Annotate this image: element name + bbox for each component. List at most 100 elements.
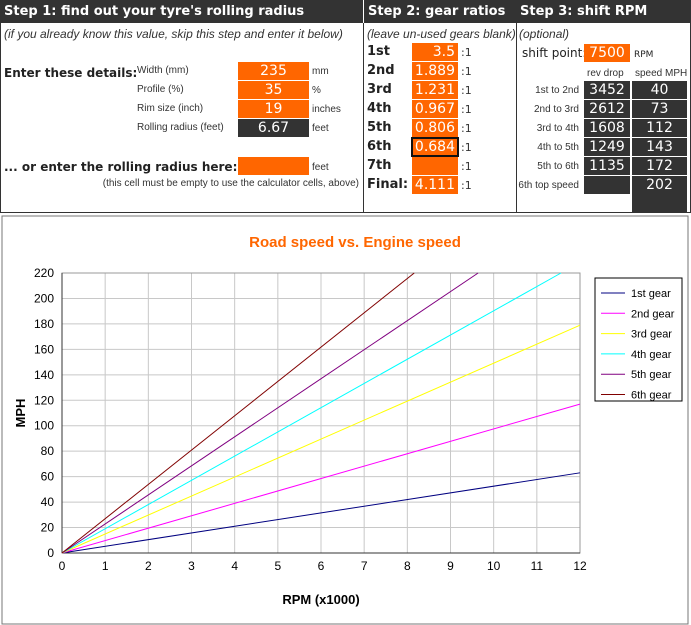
x-tick-label: 0 [59, 559, 66, 573]
series-line-2 [61, 403, 581, 554]
legend [594, 277, 683, 402]
col-speed: speed MPH [635, 68, 688, 79]
shift-row-label: 6th top speed [518, 180, 579, 191]
ratio-suffix: :1 [461, 65, 472, 78]
rev-drop-value: 1135 [584, 157, 630, 175]
y-tick-label: 180 [34, 317, 54, 331]
y-tick-label: 80 [41, 444, 55, 458]
rolling-radius-input[interactable] [238, 157, 309, 175]
series-line-1 [61, 472, 581, 554]
col-rev-drop: rev drop [587, 68, 624, 79]
gear-ratio-input[interactable]: 1.889 [412, 62, 458, 80]
y-tick-label: 140 [34, 368, 54, 382]
legend-entry: 3rd gear [631, 329, 672, 341]
gear-label: 5th [367, 120, 392, 135]
x-tick-label: 12 [573, 559, 587, 573]
shift-row-label: 5th to 6th [537, 161, 579, 172]
ratio-suffix: :1 [461, 46, 472, 59]
tyre-row-label: Width (mm) [137, 65, 189, 76]
gear-ratio-input[interactable]: 0.967 [412, 100, 458, 118]
tyre-row-value[interactable]: 19 [238, 100, 309, 118]
rev-drop-value: 2612 [584, 100, 630, 118]
rev-drop-value: 3452 [584, 81, 630, 99]
legend-entry: 1st gear [631, 288, 671, 300]
speed-value: 202 [632, 176, 687, 194]
y-tick-label: 40 [41, 495, 55, 509]
step2-header: Step 2: gear ratios [363, 0, 516, 23]
x-tick-label: 2 [145, 559, 152, 573]
shift-row-label: 4th to 5th [537, 142, 579, 153]
gear-ratio-input[interactable]: 0.684 [411, 137, 459, 157]
y-tick-label: 100 [34, 419, 54, 433]
y-tick-label: 200 [34, 291, 54, 305]
y-tick-label: 60 [41, 470, 55, 484]
speed-value: 40 [632, 81, 687, 99]
legend-entry: 5th gear [631, 369, 672, 381]
rev-drop-value: 1249 [584, 138, 630, 156]
shift-point-input[interactable]: 7500 [584, 44, 630, 62]
step3-subtitle: (optional) [519, 27, 570, 41]
legend-entry: 4th gear [631, 349, 672, 361]
tyre-row-unit: % [312, 85, 321, 96]
gear-label: 1st [367, 44, 390, 59]
gear-ratio-input[interactable]: 0.806 [412, 119, 458, 137]
x-tick-label: 7 [361, 559, 368, 573]
x-tick-label: 5 [274, 559, 281, 573]
ratio-suffix: :1 [461, 160, 472, 173]
gear-ratio-input[interactable]: 4.111 [412, 176, 458, 194]
tyre-row-unit: feet [312, 123, 329, 134]
ratio-suffix: :1 [461, 122, 472, 135]
shift-row-label: 2nd to 3rd [533, 104, 579, 115]
speed-value: 112 [632, 119, 687, 137]
speed-value: 172 [632, 157, 687, 175]
tyre-row-value[interactable]: 235 [238, 62, 309, 80]
series-line-5 [61, 272, 479, 554]
y-tick-label: 160 [34, 342, 54, 356]
ratio-suffix: :1 [461, 84, 472, 97]
step1-header: Step 1: find out your tyre's rolling rad… [0, 0, 363, 23]
y-tick-label: 0 [47, 546, 54, 560]
y-tick-label: 120 [34, 393, 54, 407]
chart-title: Road speed vs. Engine speed [249, 234, 461, 251]
rev-drop-value [584, 176, 630, 194]
legend-entry: 2nd gear [631, 308, 675, 320]
x-axis-label: RPM (x1000) [282, 592, 359, 607]
series-line-3 [61, 324, 581, 554]
shift-point-label: shift point: [522, 46, 587, 60]
or-unit: feet [312, 162, 329, 173]
series-line-6 [61, 272, 415, 554]
x-tick-label: 1 [102, 559, 109, 573]
gear-label: Final: [367, 177, 409, 192]
gear-ratio-input[interactable]: 1.231 [412, 81, 458, 99]
x-tick-label: 6 [318, 559, 325, 573]
tyre-row-label: Profile (%) [137, 84, 184, 95]
gear-ratio-input[interactable] [412, 157, 458, 175]
x-tick-label: 10 [487, 559, 501, 573]
gear-label: 2nd [367, 63, 395, 78]
step2-subtitle: (leave un-used gears blank) [367, 27, 515, 41]
step3-header: Step 3: shift RPM [516, 0, 691, 23]
speed-value: 73 [632, 100, 687, 118]
legend-entry: 6th gear [631, 390, 672, 402]
step1-subtitle: (if you already know this value, skip th… [4, 27, 343, 41]
enter-details-label: Enter these details: [4, 66, 138, 80]
tyre-row-value[interactable]: 35 [238, 81, 309, 99]
gear-label: 3rd [367, 82, 392, 97]
shift-row-label: 3rd to 4th [536, 123, 579, 134]
rev-drop-value: 1608 [584, 119, 630, 137]
tyre-row-label: Rolling radius (feet) [137, 122, 224, 133]
step2-panel [363, 23, 517, 213]
y-tick-label: 20 [41, 521, 55, 535]
tyre-row-label: Rim size (inch) [137, 103, 204, 114]
dark-filler [632, 194, 687, 213]
step1-panel [0, 23, 364, 213]
ratio-suffix: :1 [461, 141, 472, 154]
gear-label: 4th [367, 101, 392, 116]
tyre-row-unit: mm [312, 66, 329, 77]
gear-ratio-input[interactable]: 3.5 [412, 43, 458, 61]
tyre-row-unit: inches [312, 104, 341, 115]
tyre-row-value: 6.67 [238, 119, 309, 137]
y-tick-label: 220 [34, 266, 54, 280]
speed-value: 143 [632, 138, 687, 156]
